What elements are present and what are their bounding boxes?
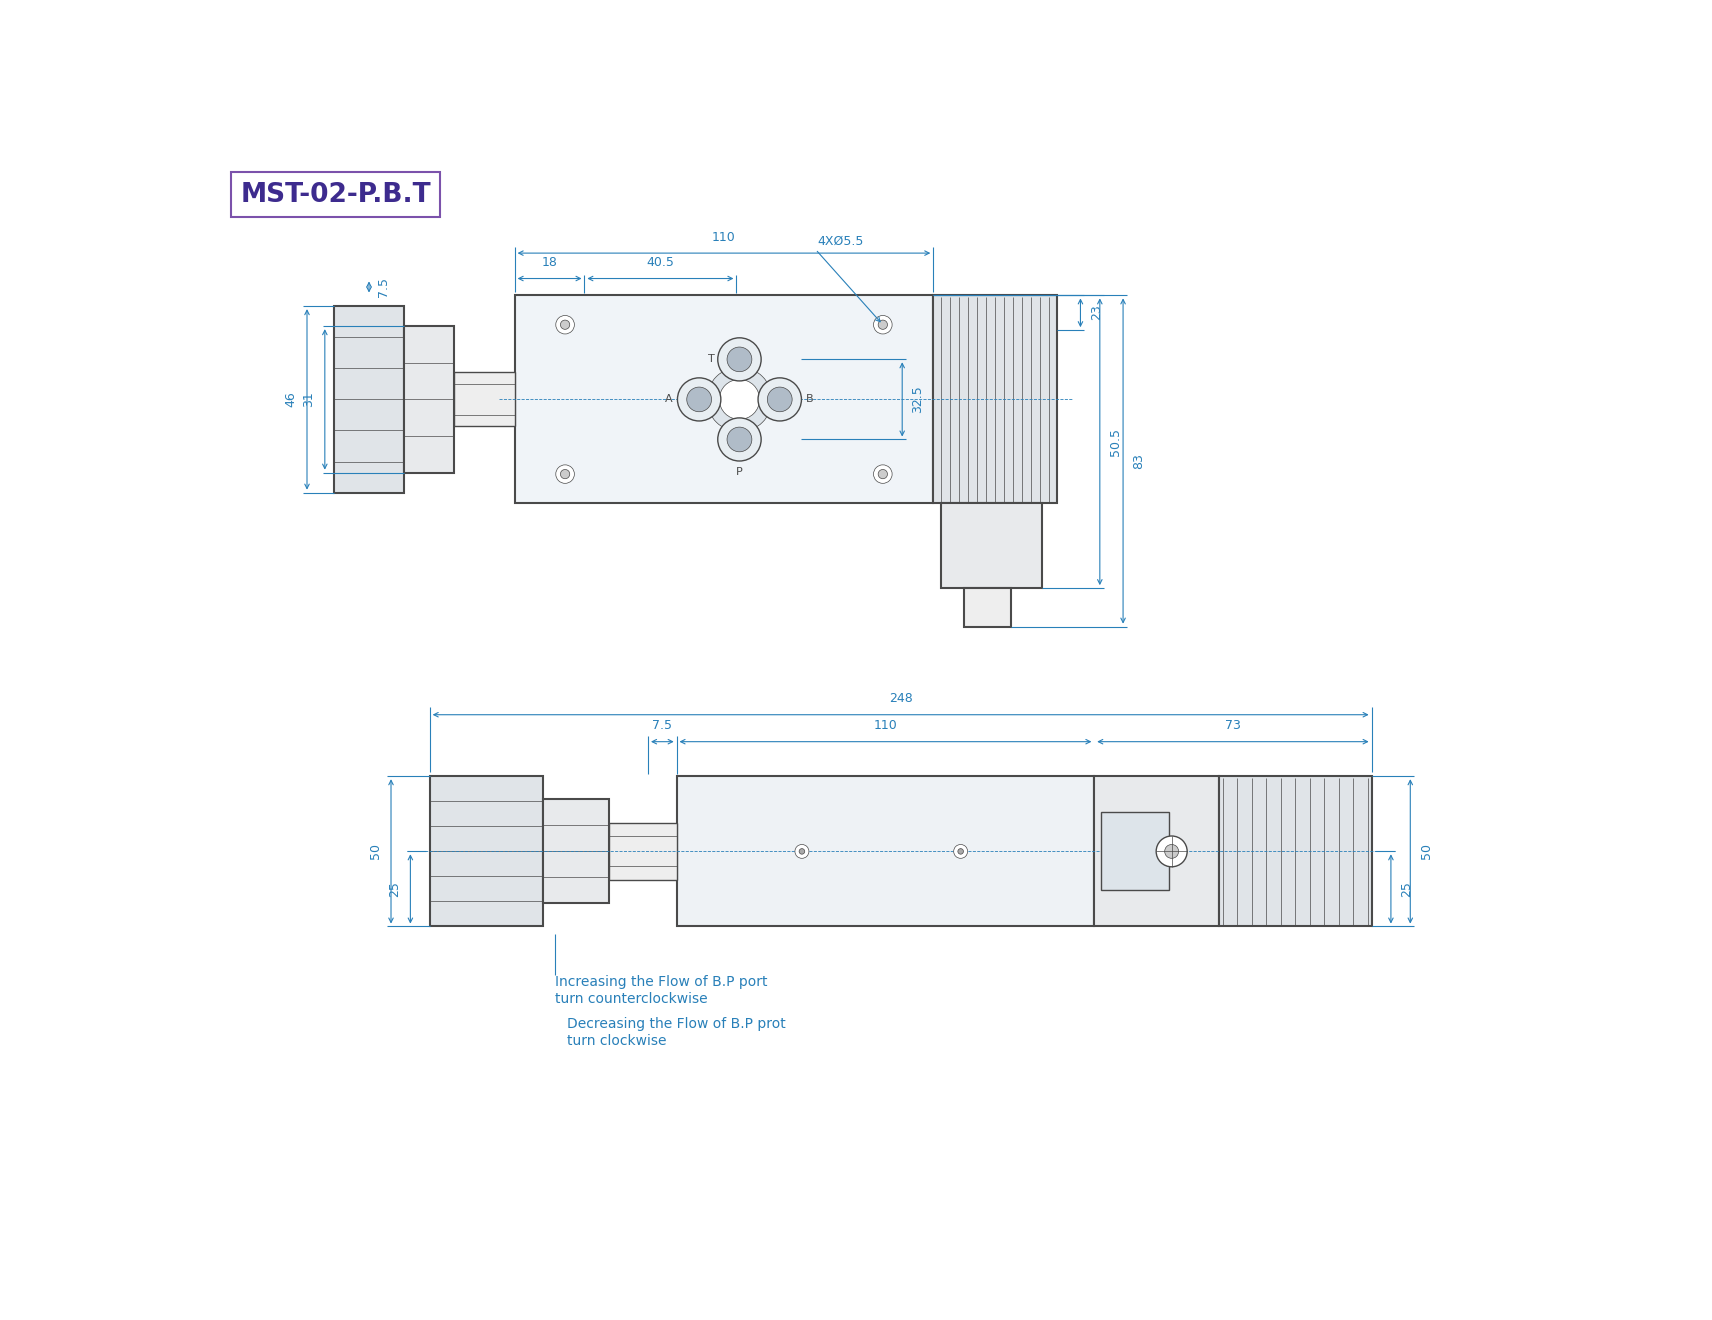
Circle shape	[560, 470, 570, 479]
Circle shape	[717, 338, 762, 381]
Circle shape	[878, 321, 887, 330]
Text: 73: 73	[1226, 719, 1241, 733]
Bar	[334, 306, 404, 492]
Circle shape	[1156, 836, 1186, 867]
Text: 110: 110	[712, 231, 736, 244]
Text: turn counterclockwise: turn counterclockwise	[555, 991, 707, 1006]
Circle shape	[954, 845, 967, 858]
Text: A: A	[666, 395, 673, 404]
Circle shape	[1164, 845, 1178, 858]
Text: 23: 23	[1091, 305, 1103, 321]
Bar	[515, 296, 933, 503]
Text: 46: 46	[284, 392, 298, 408]
Text: 110: 110	[873, 719, 897, 733]
Circle shape	[728, 347, 752, 372]
Text: 50: 50	[368, 843, 382, 859]
Circle shape	[878, 470, 887, 479]
Text: 31: 31	[303, 392, 315, 408]
Text: 7.5: 7.5	[652, 719, 673, 733]
Circle shape	[957, 849, 964, 854]
Circle shape	[800, 849, 805, 854]
Text: 83: 83	[1132, 453, 1145, 469]
Text: P: P	[736, 467, 743, 477]
Circle shape	[556, 315, 574, 334]
Text: turn clockwise: turn clockwise	[567, 1034, 666, 1048]
Text: 50.5: 50.5	[1109, 428, 1121, 455]
Bar	[404, 326, 454, 473]
Circle shape	[873, 315, 892, 334]
Circle shape	[678, 378, 721, 421]
Text: Decreasing the Flow of B.P prot: Decreasing the Flow of B.P prot	[567, 1016, 786, 1031]
Circle shape	[728, 428, 752, 451]
Text: 40.5: 40.5	[647, 256, 675, 269]
Bar	[231, 172, 440, 216]
Text: 32.5: 32.5	[911, 385, 924, 413]
Circle shape	[717, 418, 762, 461]
Bar	[430, 776, 543, 927]
Bar	[676, 776, 1094, 927]
Bar	[942, 503, 1041, 589]
Bar	[454, 372, 515, 426]
Text: MST-02-P.B.T: MST-02-P.B.T	[240, 182, 431, 207]
Bar	[1101, 812, 1169, 891]
Text: 7.5: 7.5	[377, 277, 390, 297]
Circle shape	[687, 387, 712, 412]
Circle shape	[556, 465, 574, 483]
Text: 248: 248	[889, 693, 912, 705]
Circle shape	[767, 387, 793, 412]
Text: B: B	[806, 395, 813, 404]
Text: 25: 25	[389, 880, 401, 896]
Bar	[933, 296, 1058, 503]
Circle shape	[758, 378, 801, 421]
Bar	[1094, 776, 1219, 927]
Circle shape	[794, 845, 808, 858]
Bar	[609, 822, 676, 880]
Text: 18: 18	[541, 256, 558, 269]
Bar	[1219, 776, 1371, 927]
Circle shape	[560, 321, 570, 330]
Bar	[543, 800, 609, 903]
Text: T: T	[707, 354, 714, 364]
Text: 4XØ5.5: 4XØ5.5	[817, 235, 863, 248]
Circle shape	[873, 465, 892, 483]
Text: 50: 50	[1419, 843, 1433, 859]
Circle shape	[719, 379, 760, 420]
Circle shape	[707, 367, 772, 432]
Text: Increasing the Flow of B.P port: Increasing the Flow of B.P port	[555, 974, 767, 989]
Bar	[964, 589, 1010, 627]
Text: 25: 25	[1400, 880, 1412, 896]
